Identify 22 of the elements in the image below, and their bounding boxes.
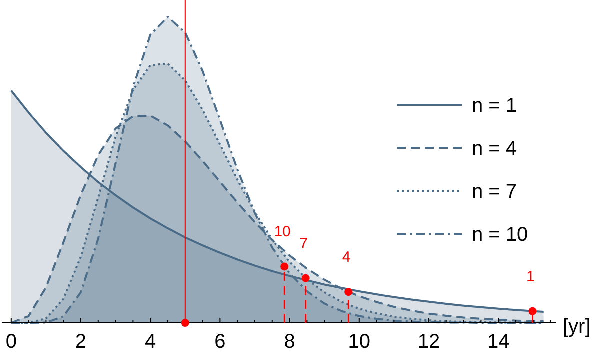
x-tick-label: 10 xyxy=(348,331,371,353)
point xyxy=(280,262,289,271)
annotation: 1 xyxy=(526,268,535,286)
legend-label: n = 7 xyxy=(472,181,518,203)
annotation: 7 xyxy=(300,235,308,252)
point xyxy=(528,307,537,316)
x-tick-label: 8 xyxy=(284,331,296,353)
x-tick-label: 2 xyxy=(75,331,87,353)
x-axis-title: [yr] xyxy=(563,316,591,338)
annotation: 4 xyxy=(342,249,351,266)
x-tick-label: 0 xyxy=(6,331,17,353)
x-tick-label: 14 xyxy=(487,331,510,353)
x-tick-label: 12 xyxy=(418,331,440,353)
annotation: 10 xyxy=(274,224,291,241)
legend-label: n = 10 xyxy=(472,224,528,246)
legend-label: n = 4 xyxy=(472,138,518,160)
legend-label: n = 1 xyxy=(472,95,518,117)
point xyxy=(181,319,190,327)
point xyxy=(302,274,310,282)
x-tick-label: 4 xyxy=(145,331,156,353)
x-tick-label: 6 xyxy=(214,331,226,353)
point xyxy=(344,288,353,296)
